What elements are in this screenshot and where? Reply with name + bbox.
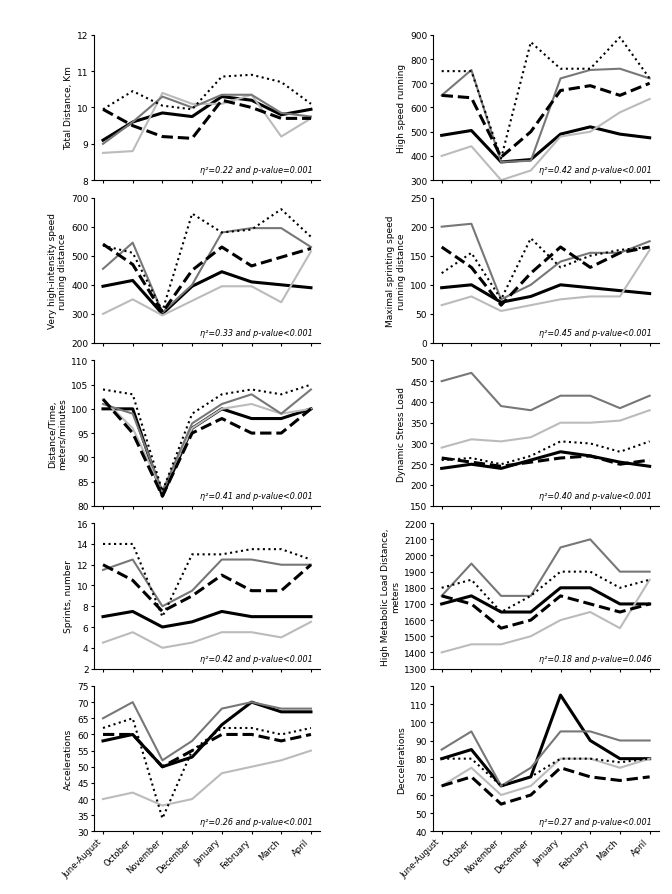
Y-axis label: Sprints, number: Sprints, number	[64, 560, 73, 633]
Y-axis label: Dynamic Stress Load: Dynamic Stress Load	[396, 386, 406, 481]
Text: η²=0.22 and p-value=0.001: η²=0.22 and p-value=0.001	[200, 166, 313, 175]
Text: η²=0.40 and p-value<0.001: η²=0.40 and p-value<0.001	[539, 492, 652, 501]
Text: η²=0.42 and p-value<0.001: η²=0.42 and p-value<0.001	[200, 654, 313, 663]
Y-axis label: High Metabolic Load Distance,
meters: High Metabolic Load Distance, meters	[380, 527, 400, 665]
Y-axis label: Deccelerations: Deccelerations	[396, 725, 406, 793]
Text: η²=0.45 and p-value<0.001: η²=0.45 and p-value<0.001	[539, 329, 652, 338]
Text: η²=0.41 and p-value<0.001: η²=0.41 and p-value<0.001	[200, 492, 313, 501]
Y-axis label: Distance/Time,
meters/minutes: Distance/Time, meters/minutes	[48, 398, 67, 469]
Legend: central defenders, central midfielders, external defenders, external midfielders: central defenders, central midfielders, …	[87, 0, 325, 2]
Text: η²=0.27 and p-value<0.001: η²=0.27 and p-value<0.001	[539, 816, 652, 826]
Y-axis label: Very high-intensity speed
running distance: Very high-intensity speed running distan…	[48, 213, 67, 329]
Y-axis label: Total Distance, Km: Total Distance, Km	[64, 66, 73, 150]
Text: η²=0.42 and p-value<0.001: η²=0.42 and p-value<0.001	[539, 166, 652, 175]
Y-axis label: High speed running: High speed running	[396, 63, 406, 153]
Y-axis label: Accelerations: Accelerations	[64, 729, 73, 789]
Text: η²=0.33 and p-value<0.001: η²=0.33 and p-value<0.001	[200, 329, 313, 338]
Y-axis label: Maximal sprinting speed
running distance: Maximal sprinting speed running distance	[386, 215, 406, 326]
Text: η²=0.26 and p-value<0.001: η²=0.26 and p-value<0.001	[200, 816, 313, 826]
Text: η²=0.18 and p-value=0.046: η²=0.18 and p-value=0.046	[539, 654, 652, 663]
